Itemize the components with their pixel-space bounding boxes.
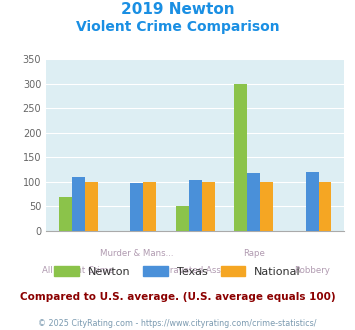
Bar <box>319 182 332 231</box>
Bar <box>72 177 85 231</box>
Bar <box>176 207 189 231</box>
Bar <box>234 84 247 231</box>
Text: All Violent Crime: All Violent Crime <box>43 266 114 275</box>
Text: Rape: Rape <box>243 249 265 258</box>
Text: Aggravated Assault: Aggravated Assault <box>153 266 237 275</box>
Bar <box>247 173 260 231</box>
Bar <box>260 182 273 231</box>
Text: © 2025 CityRating.com - https://www.cityrating.com/crime-statistics/: © 2025 CityRating.com - https://www.city… <box>38 319 317 328</box>
Bar <box>59 197 72 231</box>
Bar <box>202 182 214 231</box>
Legend: Newton, Texas, National: Newton, Texas, National <box>50 261 305 281</box>
Text: Robbery: Robbery <box>294 266 330 275</box>
Bar <box>130 183 143 231</box>
Text: Violent Crime Comparison: Violent Crime Comparison <box>76 20 279 34</box>
Bar <box>189 180 202 231</box>
Bar <box>143 182 156 231</box>
Text: Murder & Mans...: Murder & Mans... <box>100 249 174 258</box>
Text: 2019 Newton: 2019 Newton <box>121 2 234 16</box>
Bar <box>85 182 98 231</box>
Text: Compared to U.S. average. (U.S. average equals 100): Compared to U.S. average. (U.S. average … <box>20 292 335 302</box>
Bar <box>306 172 319 231</box>
